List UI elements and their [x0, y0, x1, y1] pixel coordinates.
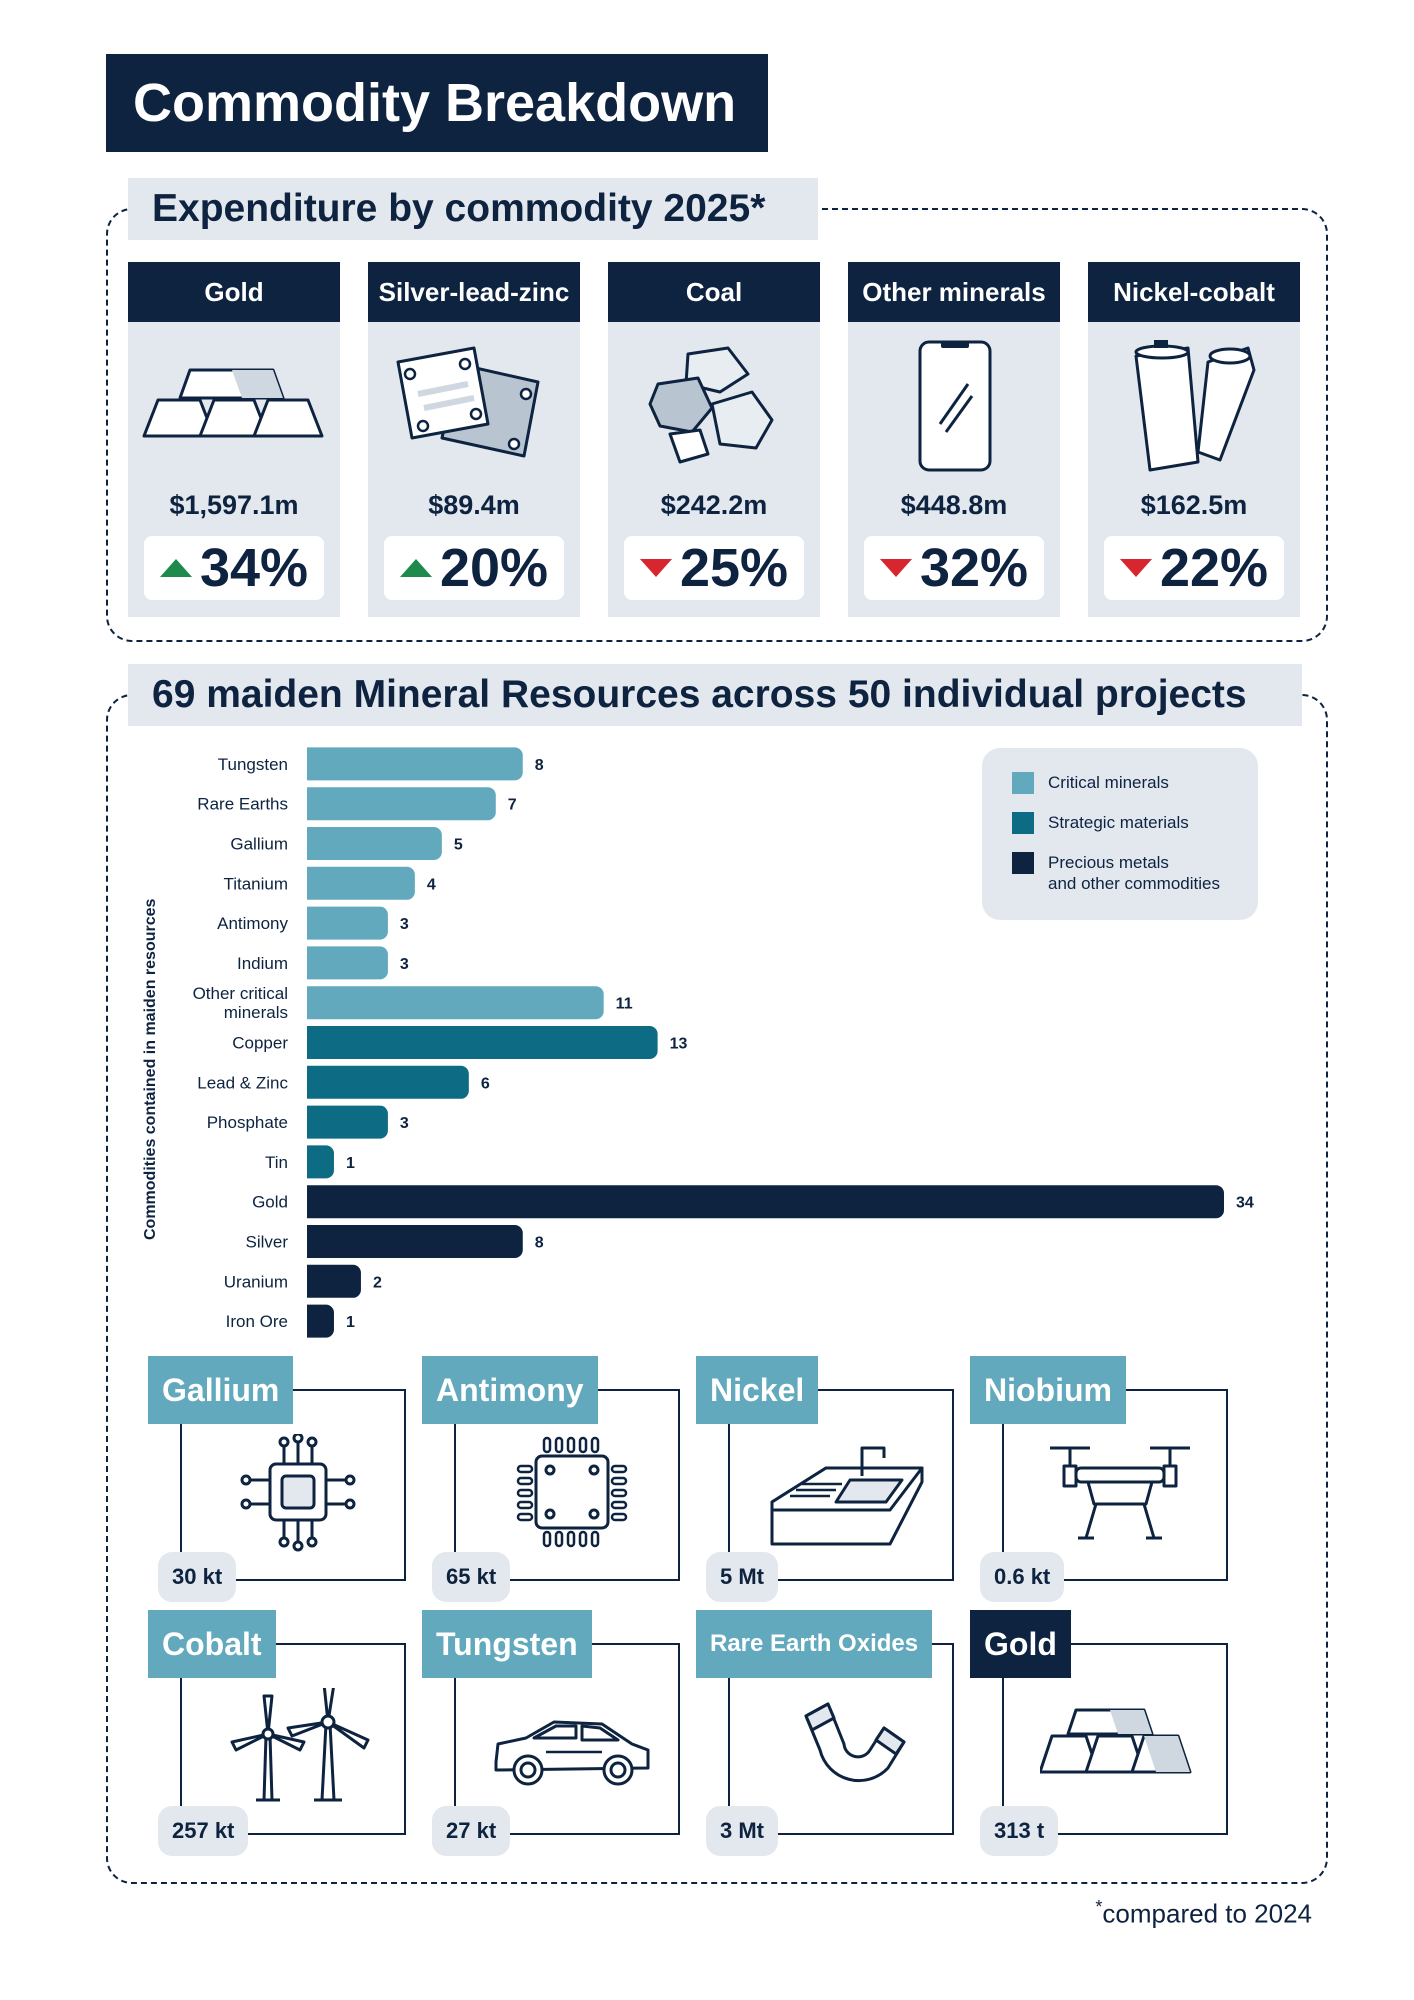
legend-label: Strategic materials [1048, 813, 1189, 832]
expenditure-amount: $89.4m [428, 490, 520, 520]
card-heading: Other minerals [848, 262, 1060, 322]
page-title: Commodity Breakdown [106, 54, 768, 152]
change-badge: 32% [864, 536, 1044, 600]
change-percent: 32% [919, 538, 1029, 598]
expenditure-amount: $162.5m [1140, 490, 1248, 520]
tile-quantity: 27 kt [432, 1806, 511, 1856]
legend-swatch [1012, 852, 1034, 874]
change-percent: 34% [199, 538, 309, 598]
tile-nickel: Nickel 5 Mt [696, 1356, 962, 1602]
drone-icon [1050, 1446, 1190, 1540]
legend-label: Critical minerals [1048, 773, 1169, 792]
gold-bars-icon [142, 368, 324, 438]
footnote: *compared to 2024 [1095, 1897, 1312, 1929]
wind-turbines-icon [230, 1688, 370, 1802]
arrow-down-icon [1119, 559, 1152, 577]
gold-bars-icon [1040, 1708, 1192, 1774]
resources-title: 69 maiden Mineral Resources across 50 in… [128, 664, 1302, 726]
smartphone-icon [918, 340, 992, 472]
legend-item-critical: Critical minerals [1012, 772, 1169, 794]
legend-swatch [1012, 812, 1034, 834]
tile-quantity: 65 kt [432, 1552, 511, 1602]
change-badge: 20% [384, 536, 564, 600]
tile-niobium: Niobium 0.6 kt [970, 1356, 1236, 1602]
chart-legend: Critical minerals Strategic materials Pr… [982, 748, 1258, 920]
electric-car-icon [494, 1720, 650, 1786]
arrow-down-icon [639, 559, 672, 577]
tile-antimony: Antimony 65 kt [422, 1356, 688, 1602]
sink-icon [770, 1446, 924, 1546]
tile-quantity: 257 kt [158, 1806, 249, 1856]
change-percent: 25% [679, 538, 789, 598]
microchip-icon [240, 1434, 356, 1552]
metal-plates-icon [396, 346, 540, 458]
tile-quantity: 0.6 kt [980, 1552, 1065, 1602]
arrow-up-icon [399, 559, 432, 577]
coal-rocks-icon [648, 346, 774, 464]
change-badge: 22% [1104, 536, 1284, 600]
expenditure-amount: $448.8m [900, 490, 1008, 520]
tile-name: Cobalt [148, 1610, 276, 1678]
tile-rare-earth-oxides: Rare Earth Oxides 3 Mt [696, 1610, 962, 1856]
tile-quantity: 5 Mt [706, 1552, 778, 1602]
tile-name: Rare Earth Oxides [696, 1610, 933, 1678]
card-heading: Silver-lead-zinc [368, 262, 580, 322]
change-percent: 20% [439, 538, 549, 598]
tile-quantity: 30 kt [158, 1552, 237, 1602]
magnet-icon [804, 1702, 906, 1783]
batteries-icon [1134, 340, 1256, 472]
legend-item-precious: Precious metals and other commodities [1012, 852, 1220, 894]
expenditure-card-coal: Coal $242.2m 25% [608, 262, 820, 617]
tile-name: Tungsten [422, 1610, 592, 1678]
expenditure-title: Expenditure by commodity 2025* [128, 178, 818, 240]
tile-name: Antimony [422, 1356, 598, 1424]
tile-name: Gallium [148, 1356, 294, 1424]
card-heading: Coal [608, 262, 820, 322]
arrow-down-icon [879, 559, 912, 577]
expenditure-card-silver-lead-zinc: Silver-lead-zinc $89.4m 20% [368, 262, 580, 617]
expenditure-amount: $1,597.1m [169, 490, 299, 520]
card-heading: Gold [128, 262, 340, 322]
tile-gold: Gold 313 t [970, 1610, 1236, 1856]
expenditure-amount: $242.2m [660, 490, 768, 520]
expenditure-card-gold: Gold $1,597.1m 34% [128, 262, 340, 617]
legend-swatch [1012, 772, 1034, 794]
processor-icon [516, 1436, 628, 1548]
tile-name: Niobium [970, 1356, 1126, 1424]
legend-item-strategic: Strategic materials [1012, 812, 1189, 834]
legend-label: Precious metals and other commodities [1048, 853, 1220, 893]
tile-gallium: Gallium 30 kt [148, 1356, 414, 1602]
tile-quantity: 313 t [980, 1806, 1059, 1856]
chart-y-axis-title: Commodities contained in maiden resource… [142, 898, 159, 1240]
change-badge: 25% [624, 536, 804, 600]
expenditure-card-nickel-cobalt: Nickel-cobalt $162.5m 22% [1088, 262, 1300, 617]
tile-tungsten: Tungsten 27 kt [422, 1610, 688, 1856]
arrow-up-icon [159, 559, 192, 577]
tile-name: Gold [970, 1610, 1071, 1678]
tile-cobalt: Cobalt 257 kt [148, 1610, 414, 1856]
tile-quantity: 3 Mt [706, 1806, 778, 1856]
change-badge: 34% [144, 536, 324, 600]
change-percent: 22% [1159, 538, 1269, 598]
card-heading: Nickel-cobalt [1088, 262, 1300, 322]
expenditure-card-other-minerals: Other minerals $448.8m 32% [848, 262, 1060, 617]
tile-name: Nickel [696, 1356, 819, 1424]
